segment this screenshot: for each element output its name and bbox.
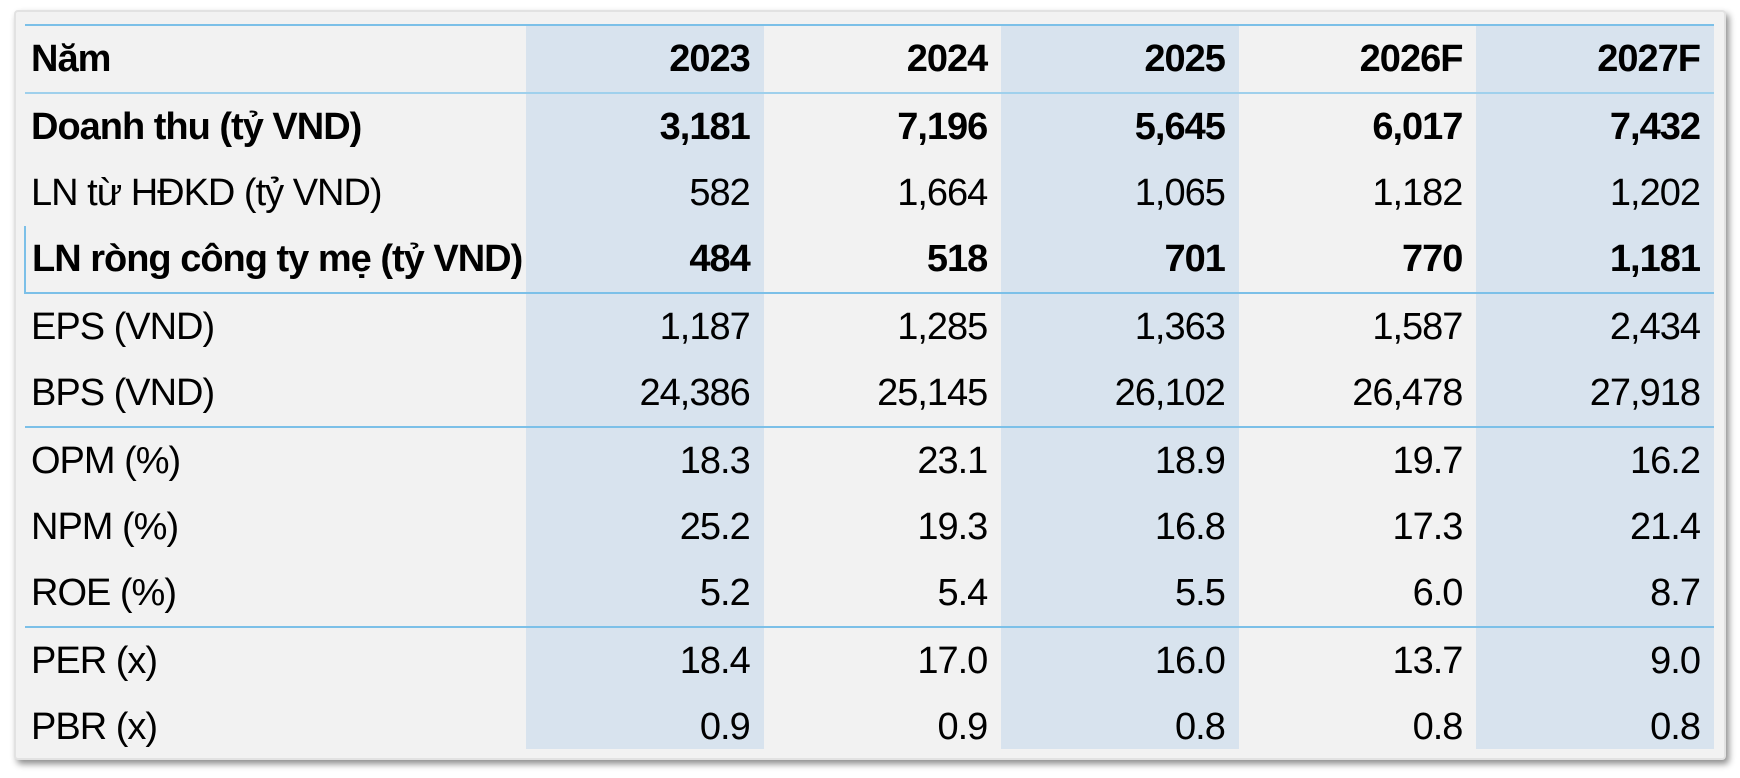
table-cell: 19.7 — [1238, 426, 1477, 494]
table-row: LN ròng công ty mẹ (tỷ VND) 484 518 701 … — [24, 226, 1714, 293]
table-cell: 5.4 — [937, 572, 988, 614]
table-row: NPM (%) 25.2 19.3 16.8 17.3 21.4 — [25, 494, 1714, 560]
table-cell: 1,181 — [1476, 226, 1714, 293]
table-row: Doanh thu (tỷ VND) 3,181 7,196 5,645 6,0… — [25, 92, 1714, 160]
table-cell: 1,285 — [763, 292, 1002, 360]
table-cell: 2,434 — [1476, 292, 1714, 360]
table-cell: 5,645 — [1001, 92, 1239, 160]
table-row: ROE (%) 5.2 5.4 5.5 6.0 8.7 — [25, 560, 1714, 627]
table-cell: 1,664 — [897, 172, 988, 214]
table-cell: 6.0 — [1412, 572, 1464, 614]
table-row: PER (x) 18.4 17.0 16.0 13.7 9.0 — [25, 626, 1714, 694]
table-cell: 16.8 — [1001, 494, 1239, 560]
table-container: Năm 2023 2024 2025 2026F 2027F Doanh thu… — [24, 24, 1714, 749]
table-cell: 16.0 — [1001, 626, 1239, 694]
row-label: NPM (%) — [31, 506, 179, 548]
year-header: 2026F — [1238, 24, 1477, 93]
table-cell: 25.2 — [526, 494, 764, 560]
row-label: OPM (%) — [25, 426, 527, 494]
table-cell: 6,017 — [1238, 92, 1477, 160]
table-cell: 1,065 — [1001, 160, 1239, 226]
table-cell: 26,478 — [1352, 372, 1463, 414]
table-cell: 8.7 — [1476, 560, 1714, 627]
table-cell: 701 — [1001, 226, 1239, 293]
table-row: EPS (VND) 1,187 1,285 1,363 1,587 2,434 — [25, 292, 1714, 360]
table-row: LN từ HĐKD (tỷ VND) 582 1,664 1,065 1,18… — [25, 160, 1714, 226]
table-cell: 0.9 — [526, 694, 764, 749]
row-label: PER (x) — [25, 626, 527, 694]
table-row: OPM (%) 18.3 23.1 18.9 19.7 16.2 — [25, 426, 1714, 494]
table-cell: 1,202 — [1476, 160, 1714, 226]
row-label: Doanh thu (tỷ VND) — [25, 92, 527, 160]
row-label: EPS (VND) — [25, 292, 527, 360]
table-cell: 3,181 — [526, 92, 764, 160]
table-cell: 518 — [926, 238, 988, 280]
table-cell: 7,432 — [1476, 92, 1714, 160]
table-cell: 18.4 — [526, 626, 764, 694]
table-cell: 24,386 — [526, 360, 764, 427]
table-cell: 1,187 — [526, 292, 764, 360]
table-cell: 25,145 — [877, 372, 988, 414]
table-cell: 9.0 — [1476, 626, 1714, 694]
table-cell: 21.4 — [1476, 494, 1714, 560]
table-cell: 0.8 — [1001, 694, 1239, 749]
table-cell: 1,182 — [1372, 172, 1463, 214]
table-cell: 16.2 — [1476, 426, 1714, 494]
table-cell: 770 — [1402, 238, 1463, 280]
row-label: LN ròng công ty mẹ (tỷ VND) — [24, 226, 527, 293]
row-label: BPS (VND) — [31, 372, 215, 414]
table-cell: 17.3 — [1392, 506, 1463, 548]
table-cell: 0.9 — [763, 694, 1002, 749]
row-label: ROE (%) — [31, 572, 177, 614]
financial-summary-table: Năm 2023 2024 2025 2026F 2027F Doanh thu… — [24, 24, 1714, 749]
year-header: 2023 — [526, 24, 764, 93]
table-cell: 17.0 — [763, 626, 1002, 694]
table-cell: 19.3 — [917, 506, 988, 548]
header-label: Năm — [25, 24, 527, 93]
table-cell: 27,918 — [1476, 360, 1714, 427]
table-row: BPS (VND) 24,386 25,145 26,102 26,478 27… — [25, 360, 1714, 427]
table-cell: 7,196 — [763, 92, 1002, 160]
row-label: LN từ HĐKD (tỷ VND) — [31, 172, 383, 214]
table-cell: 582 — [526, 160, 764, 226]
table-row: PBR (x) 0.9 0.9 0.8 0.8 0.8 — [25, 694, 1714, 749]
table-cell: 0.8 — [1476, 694, 1714, 749]
year-header: 2024 — [763, 24, 1002, 93]
table-cell: 0.8 — [1238, 694, 1477, 749]
table-cell: 484 — [526, 226, 764, 293]
year-header: 2025 — [1001, 24, 1239, 93]
table-cell: 18.9 — [1001, 426, 1239, 494]
row-label: PBR (x) — [25, 694, 527, 749]
table-cell: 18.3 — [526, 426, 764, 494]
table-cell: 1,363 — [1001, 292, 1239, 360]
table-frame: Năm 2023 2024 2025 2026F 2027F Doanh thu… — [14, 10, 1726, 760]
table-cell: 26,102 — [1001, 360, 1239, 427]
table-cell: 5.2 — [526, 560, 764, 627]
table-cell: 5.5 — [1001, 560, 1239, 627]
table-cell: 23.1 — [763, 426, 1002, 494]
table-cell: 13.7 — [1238, 626, 1477, 694]
header-row: Năm 2023 2024 2025 2026F 2027F — [25, 24, 1714, 93]
table-cell: 1,587 — [1238, 292, 1477, 360]
year-header: 2027F — [1476, 24, 1714, 93]
